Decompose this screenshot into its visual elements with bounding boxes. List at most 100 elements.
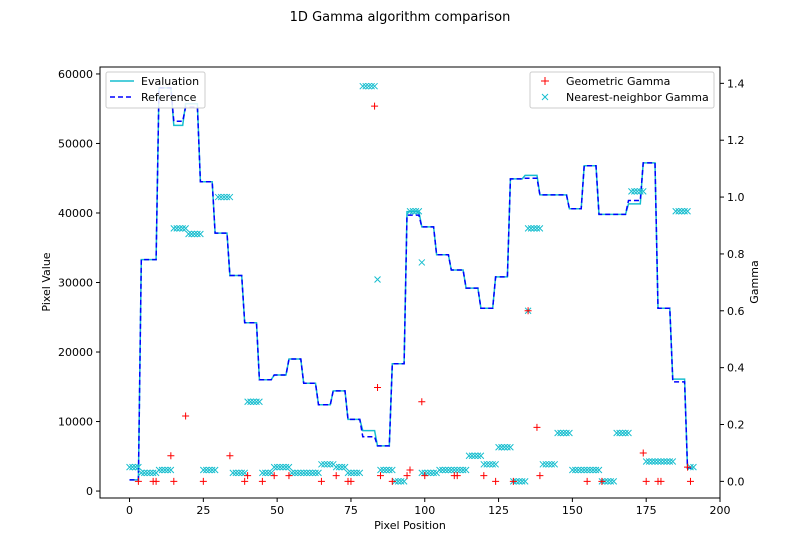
nn-gamma-point <box>315 469 322 477</box>
nn-gamma-point <box>453 466 461 474</box>
nn-gamma-point <box>639 188 647 195</box>
geometric-gamma-point <box>199 477 207 485</box>
nn-gamma-point <box>595 466 603 474</box>
nn-gamma-point <box>654 458 662 465</box>
nn-gamma-point <box>397 478 405 485</box>
geometric-gamma-point <box>170 477 178 485</box>
geometric-gamma-point <box>317 477 325 485</box>
nn-gamma-point <box>577 466 585 474</box>
x-tick-label: 100 <box>414 504 435 517</box>
nn-gamma-point <box>436 466 443 474</box>
nn-gamma-point <box>129 463 136 471</box>
geometric-gamma-point <box>421 472 429 480</box>
legend-right: Geometric Gamma Nearest-neighbor Gamma <box>529 71 715 109</box>
geometric-gamma-point <box>182 412 190 420</box>
nn-gamma-point <box>675 207 683 215</box>
geometric-gamma-point <box>134 477 142 485</box>
nn-gamma-point <box>282 463 290 471</box>
legend-evaluation-label: Evaluation <box>141 75 199 88</box>
nn-gamma-point <box>524 224 532 232</box>
nn-gamma-point <box>185 230 192 238</box>
nn-gamma-point <box>530 224 538 232</box>
nn-gamma-point <box>338 463 346 471</box>
nn-gamma-point <box>383 466 390 474</box>
nn-gamma-point <box>657 458 665 465</box>
nn-gamma-point <box>625 429 632 437</box>
nn-gamma-point <box>173 224 181 232</box>
plot-area <box>126 82 697 485</box>
nn-gamma-point <box>610 478 618 485</box>
y2-axis-label: Gamma <box>748 260 761 303</box>
geometric-gamma-point <box>418 398 426 406</box>
nn-gamma-point <box>560 429 567 437</box>
nn-gamma-point <box>303 469 311 477</box>
nn-gamma-point <box>176 224 184 232</box>
nn-gamma-point <box>424 469 432 477</box>
nn-gamma-point <box>477 452 485 460</box>
nn-gamma-point <box>613 429 621 437</box>
geometric-gamma-point <box>347 477 355 485</box>
nn-gamma-point <box>279 463 287 471</box>
nn-gamma-point <box>566 429 573 437</box>
nn-gamma-point <box>468 452 476 460</box>
nn-gamma-point <box>264 469 272 477</box>
nn-gamma-point <box>170 224 178 232</box>
nn-gamma-point <box>622 429 629 437</box>
nn-gamma-point <box>471 452 479 460</box>
nn-gamma-point <box>253 398 260 406</box>
nn-gamma-point <box>226 193 234 201</box>
legend-geometric-marker <box>541 77 549 85</box>
geometric-gamma-point <box>509 477 517 485</box>
nn-gamma-point <box>515 478 523 485</box>
geometric-gamma-point <box>598 477 606 485</box>
nn-gamma-point <box>418 469 426 477</box>
nn-gamma-point <box>442 466 449 474</box>
nn-gamma-point <box>504 443 511 451</box>
nn-gamma-point <box>589 466 597 474</box>
nn-gamma-point <box>486 460 494 468</box>
legend-nn-label: Nearest-neighbor Gamma <box>566 91 709 104</box>
nn-gamma-point <box>161 466 169 474</box>
nn-gamma-point <box>232 469 240 477</box>
geometric-gamma-point <box>406 466 414 474</box>
nn-gamma-point <box>678 207 685 215</box>
geometric-gamma-point <box>524 307 532 315</box>
nn-gamma-point <box>651 458 659 465</box>
geometric-gamma-point <box>480 472 488 480</box>
nn-gamma-point <box>194 230 201 238</box>
nn-gamma-point <box>359 82 367 90</box>
geometric-gamma-point <box>492 477 500 485</box>
nn-gamma-point <box>217 193 225 201</box>
legend-left: Evaluation Reference <box>105 71 206 109</box>
nn-gamma-point <box>285 463 293 471</box>
geometric-gamma-point <box>226 452 234 460</box>
nn-gamma-point <box>368 82 375 90</box>
nn-gamma-point <box>586 466 594 474</box>
nn-gamma-point <box>666 458 674 465</box>
nn-gamma-point <box>312 469 319 477</box>
y2-tick-label: 1.4 <box>727 77 745 90</box>
nn-gamma-point <box>462 466 470 474</box>
nn-gamma-point <box>580 466 588 474</box>
nn-gamma-point <box>167 466 175 474</box>
nn-gamma-point <box>335 463 343 471</box>
nn-gamma-point <box>149 469 157 477</box>
nn-gamma-point <box>430 469 437 477</box>
nn-gamma-point <box>574 466 582 474</box>
nn-gamma-point <box>616 429 623 437</box>
nn-gamma-point <box>604 478 612 485</box>
nn-gamma-point <box>188 230 195 238</box>
nn-gamma-point <box>539 460 547 468</box>
nn-gamma-point <box>672 207 680 215</box>
geometric-gamma-point <box>684 463 692 471</box>
nn-gamma-point <box>394 478 402 485</box>
nn-gamma-point <box>374 276 381 283</box>
nn-gamma-point <box>536 224 544 232</box>
nn-gamma-point <box>250 398 257 406</box>
nn-gamma-point <box>309 469 316 477</box>
nn-gamma-point <box>270 463 278 471</box>
nn-gamma-point <box>592 466 600 474</box>
nn-gamma-point <box>563 429 570 437</box>
y2-tick-label: 0.0 <box>727 475 745 488</box>
x-tick-label: 175 <box>636 504 657 517</box>
